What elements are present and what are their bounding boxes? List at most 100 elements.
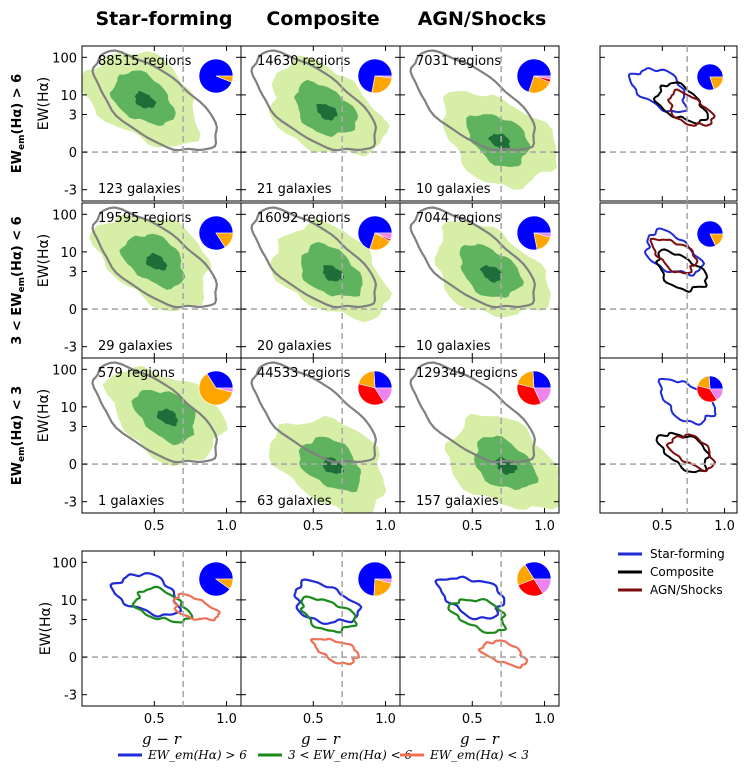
regions-count: 88515 regions	[98, 54, 192, 69]
x-tick-label: 0.5	[462, 712, 483, 727]
density-dark	[479, 265, 503, 283]
row-title-1: 3 < EWem(Hα) < 6	[10, 216, 27, 344]
y-tick-label: -3	[64, 341, 77, 356]
class-fraction-pie	[516, 215, 552, 251]
pie-slice	[357, 383, 385, 406]
y-axis-label: EW(Hα)	[38, 602, 54, 655]
galaxies-count: 123 galaxies	[98, 182, 181, 197]
ew-contour	[309, 637, 361, 666]
x-axis-label: g − r	[460, 730, 500, 748]
panel-r1-c2: 7044 regions 10 galaxies	[409, 206, 552, 354]
pie-slice	[516, 383, 542, 406]
reference-outline	[91, 206, 219, 309]
y-tick-label: 0	[69, 146, 77, 161]
pie-slice	[517, 578, 544, 597]
axes-frame	[599, 45, 738, 202]
class-fraction-pie	[357, 370, 393, 406]
reference-outline	[409, 206, 537, 309]
y-tick-label: -3	[64, 689, 77, 704]
bottom-axes: 0.5 1.0	[399, 550, 560, 727]
bottom-pie	[198, 561, 234, 597]
regions-count: 129349 regions	[416, 366, 518, 381]
pie-slice	[215, 578, 234, 590]
panel-r1-c0: 19595 regions 29 galaxies	[89, 206, 234, 354]
y-axis-label: EW(Hα)	[36, 234, 52, 287]
y-tick-label: 3	[69, 266, 77, 281]
row-title-0: EWem(Hα) > 6	[10, 74, 27, 173]
x-axis-label: g − r	[142, 730, 182, 748]
regions-count: 7031 regions	[416, 54, 501, 69]
y-tick-label: 3	[69, 421, 77, 436]
x-tick-label: 1.0	[534, 519, 555, 534]
pie-slice	[533, 387, 552, 404]
y-tick-label: 3	[69, 614, 77, 629]
summary-pie	[696, 220, 724, 248]
galaxies-count: 63 galaxies	[257, 494, 332, 509]
pie-slice	[373, 370, 393, 389]
bottom-pie	[357, 561, 393, 597]
y-tick-label: 0	[69, 458, 77, 473]
class-fraction-pie	[357, 215, 393, 251]
class-contour	[655, 431, 711, 474]
density-dark	[321, 457, 345, 475]
density-dark	[134, 90, 157, 109]
legend-label: 3 < EW_em(Hα) < 6	[288, 748, 413, 762]
summary-axes: 0.5 1.0	[599, 357, 738, 534]
pie-slice	[532, 370, 552, 389]
galaxies-count: 21 galaxies	[257, 182, 332, 197]
pie-slice	[709, 76, 724, 90]
ew-contour	[109, 571, 183, 618]
panel-r0-c1: 14630 regions 21 galaxies	[250, 49, 393, 197]
y-tick-label: 100	[52, 51, 77, 66]
x-tick-label: 0.5	[144, 712, 165, 727]
density-contours	[409, 206, 551, 318]
summary-panel-1	[643, 220, 724, 293]
x-tick-label: 0.5	[303, 712, 324, 727]
x-tick-label: 1.0	[534, 712, 555, 727]
pie-slice	[374, 387, 393, 403]
galaxies-count: 1 galaxies	[98, 494, 165, 509]
ew-contour	[299, 595, 358, 634]
regions-count: 44533 regions	[257, 366, 351, 381]
regions-count: 14630 regions	[257, 54, 351, 69]
class-contour	[667, 88, 716, 127]
density-dark	[322, 265, 345, 282]
y-axis-label: EW(Hα)	[36, 389, 52, 442]
axes: 100 10 3 0 -3	[52, 45, 242, 202]
y-tick-label: 10	[60, 594, 77, 609]
axes-frame	[399, 550, 560, 707]
row-title-2: EWem(Hα) < 3	[10, 386, 27, 485]
y-tick-label: 100	[52, 556, 77, 571]
pie-slice	[374, 232, 393, 240]
pie-slice	[709, 388, 724, 401]
legend-bottom-item-1: 3 < EW_em(Hα) < 6	[258, 748, 413, 762]
axes	[399, 45, 560, 202]
regions-count: 16092 regions	[257, 211, 351, 226]
x-tick-label: 1.0	[375, 712, 396, 727]
bottom-axes: 0.5 1.0	[240, 550, 401, 727]
density-contours	[409, 49, 558, 190]
summary-axes	[599, 45, 738, 202]
reference-outline	[409, 361, 537, 464]
reference-outline	[91, 361, 219, 464]
axes-frame	[599, 357, 738, 514]
density-dark	[156, 408, 178, 427]
galaxies-count: 10 galaxies	[416, 339, 491, 354]
pie-slice	[374, 578, 393, 584]
pie-slice	[516, 58, 552, 93]
panel-r2-c2: 129349 regions 157 galaxies	[409, 361, 559, 510]
pie-slice	[198, 373, 233, 406]
legend-label: AGN/Shocks	[650, 583, 723, 597]
panel-r2-c1: 44533 regions 63 galaxies	[250, 361, 393, 513]
panel-r1-c1: 16092 regions 20 galaxies	[250, 206, 393, 354]
y-axis-label: EW(Hα)	[36, 77, 52, 130]
column-title-agn-shocks: AGN/Shocks	[417, 8, 547, 30]
panel-r0-c0: 88515 regions 123 galaxies	[82, 49, 234, 197]
y-tick-label: 10	[60, 401, 77, 416]
axes-frame	[399, 45, 560, 202]
reference-outline	[91, 49, 219, 152]
axes: 100 10 3 0 -3 0.5 1.0	[52, 357, 242, 534]
pie-slice	[696, 385, 718, 403]
pie-slice	[371, 75, 393, 94]
galaxies-count: 29 galaxies	[98, 339, 173, 354]
